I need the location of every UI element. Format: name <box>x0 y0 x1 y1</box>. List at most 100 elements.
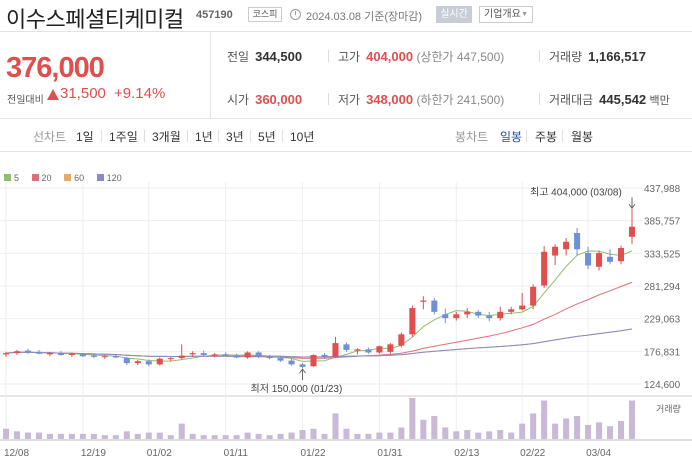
volume-bar <box>134 433 141 439</box>
volume-bar <box>585 424 592 439</box>
volume-bar <box>464 430 471 439</box>
ma120-line <box>5 328 633 358</box>
volume-bar <box>101 435 108 439</box>
y-tick-label: 176,831 <box>644 347 681 358</box>
ma-legend: 5 20 60 120 <box>4 173 132 183</box>
candle-body <box>628 226 636 237</box>
divider <box>210 32 211 118</box>
volume-bar <box>343 428 350 439</box>
tab-monthly[interactable]: 월봉 <box>571 130 594 144</box>
volume-bar <box>79 433 86 439</box>
tab-3y[interactable]: 3년 <box>226 130 244 144</box>
candle-chart-label[interactable]: 봉차트 <box>455 130 489 144</box>
realtime-button[interactable]: 실시간 <box>436 6 472 23</box>
ma5-line <box>5 250 633 362</box>
candle-body <box>519 305 526 310</box>
volume-bar <box>541 400 548 439</box>
candle-body <box>574 233 581 250</box>
candle-body <box>420 300 427 302</box>
stat-low: 저가 348,000 (하한가 241,500) <box>328 91 504 108</box>
volume-bar <box>574 415 581 439</box>
volume-bar <box>628 400 636 439</box>
volume-bar <box>508 432 515 439</box>
candle-body <box>277 358 284 361</box>
volume-bar <box>607 426 614 439</box>
candle-body <box>134 361 141 364</box>
volume-bar <box>442 427 449 439</box>
candle-body <box>178 355 185 359</box>
volume-bar <box>497 430 504 439</box>
volume-bar <box>530 413 537 439</box>
y-tick-label: 437,988 <box>644 184 681 195</box>
volume-bar <box>453 431 460 439</box>
y-tick-label: 333,525 <box>644 249 681 260</box>
candle-body <box>530 286 537 306</box>
volume-bar <box>255 433 262 439</box>
volume-bar <box>519 423 526 439</box>
stat-open: 시가 360,000 <box>227 92 303 107</box>
candle-body <box>453 314 460 319</box>
company-name: 이수스페셜티케미컬 <box>6 7 184 32</box>
volume-bar <box>596 422 603 439</box>
candle-body <box>24 350 31 353</box>
tab-5y[interactable]: 5년 <box>258 130 276 144</box>
x-tick-label: 12/08 <box>4 448 29 459</box>
candle-body <box>101 356 108 358</box>
volume-bar <box>552 423 559 439</box>
candle-body <box>13 351 21 354</box>
tab-10y[interactable]: 10년 <box>290 130 315 144</box>
tab-1d[interactable]: 1일 <box>76 130 94 144</box>
candle-body <box>607 256 614 262</box>
low-annotation: 최저 150,000 (01/23) <box>251 383 343 395</box>
volume-bar <box>398 427 405 439</box>
candle-body <box>387 344 394 352</box>
candle-body <box>35 351 42 354</box>
volume-bar <box>167 435 174 439</box>
tab-3m[interactable]: 3개월 <box>152 130 181 144</box>
high-arrowhead <box>628 203 636 210</box>
candle-body <box>222 354 229 356</box>
tab-1w[interactable]: 1주일 <box>109 130 138 144</box>
volume-bar <box>156 432 163 439</box>
volume-label: 거래량 <box>656 403 681 414</box>
candle-body <box>376 346 383 353</box>
volume-bar <box>354 433 361 439</box>
company-info-label: 기업개요 <box>484 9 521 20</box>
volume-bar <box>222 435 229 439</box>
candle-body <box>431 300 438 312</box>
candle-body <box>299 364 306 367</box>
volume-bar <box>563 418 570 439</box>
volume-bar <box>387 432 394 439</box>
candle-body <box>46 353 53 355</box>
volume-bar <box>24 432 31 439</box>
volume-bar <box>420 419 427 439</box>
y-tick-label: 385,757 <box>644 217 681 228</box>
company-info-dropdown[interactable]: 기업개요 ▼ <box>479 6 533 23</box>
candle-body <box>156 358 163 365</box>
price-date: 2024.03.08 기준(장마감) <box>306 11 423 23</box>
legend-ma120: 120 <box>96 173 122 183</box>
tab-1y[interactable]: 1년 <box>195 130 213 144</box>
tab-daily[interactable]: 일봉 <box>500 130 523 144</box>
price-summary: 376,000 전일대비 31,500 +9.14% 전일 344,500 고가 4… <box>0 31 692 119</box>
y-tick-label: 124,600 <box>644 380 681 391</box>
stat-high: 고가 404,000 (상한가 447,500) <box>328 48 504 65</box>
candle-body <box>596 253 603 267</box>
candle-body <box>68 353 75 355</box>
candle-body <box>167 358 174 360</box>
volume-bar <box>13 431 21 439</box>
volume-bar <box>365 433 372 439</box>
volume-bar <box>332 413 339 439</box>
candle-body <box>398 334 405 346</box>
change-percent: +9.14% <box>114 85 166 102</box>
line-chart-label[interactable]: 선차트 <box>33 130 67 144</box>
volume-bar <box>288 432 295 439</box>
volume-bar <box>2 428 10 439</box>
candle-body <box>365 349 372 353</box>
candle-body <box>233 355 240 358</box>
volume-bar <box>145 432 152 439</box>
tab-weekly[interactable]: 주봉 <box>535 130 558 144</box>
volume-bar <box>299 430 306 439</box>
candle-body <box>2 353 10 355</box>
candle-body <box>244 352 251 358</box>
